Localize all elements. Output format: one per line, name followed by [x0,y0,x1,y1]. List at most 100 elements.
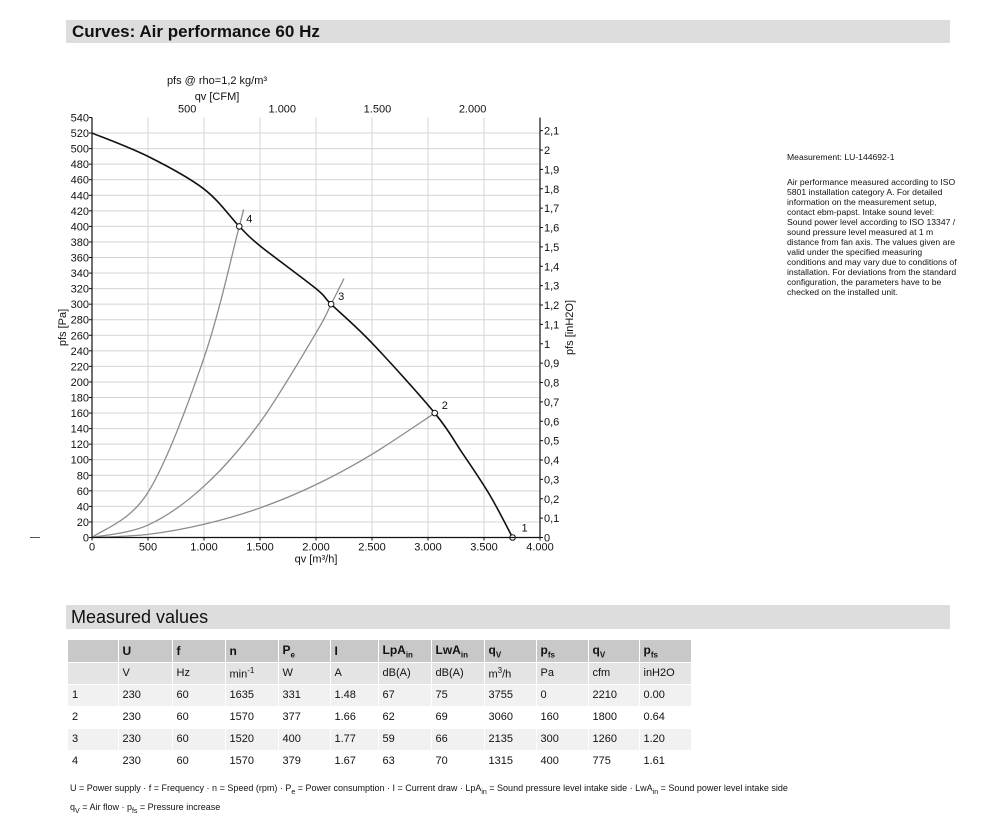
y-tick-label: 500 [71,144,89,156]
table-cell: 230 [118,750,173,773]
table-cell: 60 [172,750,226,773]
table-cell: 1520 [225,728,279,751]
x-tick-label: 1.000 [190,542,218,554]
y-tick-label: 520 [71,128,89,140]
margin-mark [30,537,40,538]
table-header-cell: f [172,640,226,663]
y2-tick-label: 0 [544,533,550,545]
table-cell: 1.61 [639,750,692,773]
y-tick-label: 460 [71,175,89,187]
y-tick-label: 480 [71,159,89,171]
table-cell: 331 [278,684,331,707]
table-cell: 3755 [484,684,537,707]
chart-grid [92,117,540,538]
y2-tick-label: 1,6 [544,223,559,235]
title-bar: Curves: Air performance 60 Hz [66,20,950,43]
y2-tick-label: 0,5 [544,436,559,448]
x-tick-label: 4.000 [526,542,554,554]
table-cell: 60 [172,706,226,729]
table-header-cell: qV [484,640,537,663]
chart-labels: 0 500 1.000 1.500 2.000 2.500 3.000 3.500 4.0000… [57,75,576,566]
table-cell: 1.48 [330,684,379,707]
table-cell: 1260 [588,728,640,751]
y2-tick-label: 2 [544,145,550,157]
y-tick-label: 60 [77,486,89,498]
table-unit-cell: Pa [536,662,589,685]
y2-tick-label: 1,8 [544,184,559,196]
y-tick-label: 120 [71,439,89,451]
table-unit-cell: Hz [172,662,226,685]
table-cell: 63 [378,750,432,773]
table-cell: 1.20 [639,728,692,751]
system-curve-3 [91,278,345,539]
chart-curves [91,132,516,541]
table-cell: 2 [68,706,119,729]
y2-tick-label: 0,4 [544,455,559,467]
measurement-description: Air performance measured according to IS… [787,177,957,297]
y-tick-label: 20 [77,517,89,529]
y2-tick-label: 0,1 [544,513,559,525]
table-unit-cell: dB(A) [431,662,485,685]
y2-axis-label: pfs [inH2O] [564,300,576,355]
y2-tick-label: 1,7 [544,203,559,215]
y-tick-label: 320 [71,284,89,296]
table-cell: 1 [68,684,119,707]
y-tick-label: 380 [71,237,89,249]
system-curve-2 [91,412,436,539]
y2-tick-label: 1 [544,339,550,351]
y-tick-label: 300 [71,299,89,311]
performance-curve [91,132,514,538]
table-header-cell: pfs [536,640,589,663]
y2-tick-label: 0,2 [544,494,559,506]
page-title: Curves: Air performance 60 Hz [72,22,320,41]
x2-tick-label: 500 [178,104,196,116]
operating-point-2 [431,409,439,417]
table-unit-cell: min-1 [225,662,279,685]
measurement-id: Measurement: LU-144692-1 [787,152,895,162]
operating-point-3 [327,300,335,308]
table-header-cell [68,640,119,663]
y2-tick-label: 0,7 [544,397,559,409]
y2-tick-label: 1,4 [544,261,559,273]
table-unit-cell: dB(A) [378,662,432,685]
operating-point-label-3: 3 [338,291,344,303]
table-cell: 230 [118,728,173,751]
table-cell: 3060 [484,706,537,729]
y-tick-label: 100 [71,455,89,467]
table-cell: 2210 [588,684,640,707]
table-cell: 1.67 [330,750,379,773]
table-cell: 1.66 [330,706,379,729]
y-tick-label: 200 [71,377,89,389]
y2-tick-label: 2,1 [544,126,559,138]
y2-tick-label: 1,5 [544,242,559,254]
table-cell: 70 [431,750,485,773]
table-header-cell: n [225,640,279,663]
y-tick-label: 160 [71,408,89,420]
measured-values-title: Measured values [71,607,209,627]
y-tick-label: 80 [77,470,89,482]
table-header-cell: Pe [278,640,331,663]
x2-tick-label: 1.000 [269,104,297,116]
table-cell: 59 [378,728,432,751]
legend-line-2: qV = Air flow · pfs = Pressure increase [70,801,221,815]
y-tick-label: 400 [71,221,89,233]
y2-tick-label: 0,8 [544,378,559,390]
y-tick-label: 140 [71,424,89,436]
table-header-cell: qV [588,640,640,663]
table-unit-cell: W [278,662,331,685]
table-unit-cell: V [118,662,173,685]
y-tick-label: 340 [71,268,89,280]
table-cell: 379 [278,750,331,773]
table-cell: 3 [68,728,119,751]
table-cell: 377 [278,706,331,729]
chart-axes [89,117,543,541]
table-cell: 400 [278,728,331,751]
x-tick-label: 0 [89,542,95,554]
x2-tick-label: 2.000 [459,104,487,116]
table-cell: 67 [378,684,432,707]
table-cell: 0 [536,684,589,707]
table-cell: 62 [378,706,432,729]
